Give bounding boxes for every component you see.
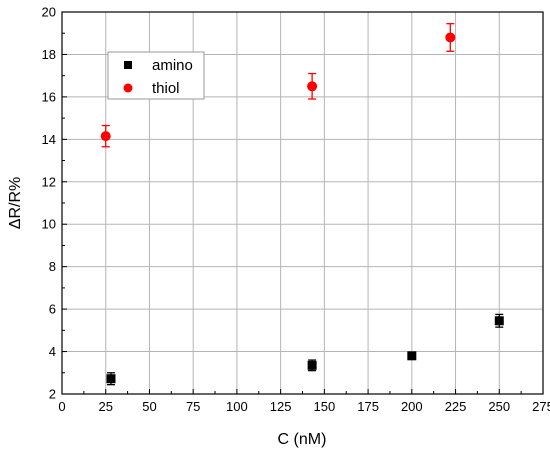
legend-marker-amino — [124, 61, 132, 69]
data-point-amino — [106, 374, 116, 384]
y-tick-label: 4 — [49, 344, 56, 359]
x-tick-label: 50 — [142, 399, 156, 414]
y-tick-label: 14 — [42, 132, 56, 147]
y-tick-label: 6 — [49, 302, 56, 317]
x-tick-label: 150 — [314, 399, 336, 414]
legend-label-thiol: thiol — [152, 80, 180, 97]
data-point-amino — [494, 316, 504, 326]
y-tick-label: 2 — [49, 387, 56, 402]
data-point-amino — [307, 360, 317, 370]
data-point-amino — [407, 351, 417, 361]
data-point-thiol — [445, 32, 456, 43]
y-tick-label: 20 — [42, 5, 56, 20]
legend-box — [107, 51, 205, 100]
y-tick-label: 10 — [42, 217, 56, 232]
axis-ticks — [61, 11, 544, 395]
y-tick-label: 12 — [42, 174, 56, 189]
x-tick-label: 275 — [532, 399, 550, 414]
x-tick-label: 225 — [445, 399, 467, 414]
y-tick-label: 16 — [42, 89, 56, 104]
y-axis-title: ΔR/R% — [7, 177, 24, 229]
grid — [62, 12, 543, 394]
data-point-thiol — [307, 81, 318, 92]
tick-labels: 0 25 50 75 100 125 150 175 200 225 250 275 2 4 6 8 10 12 1… — [42, 5, 550, 415]
legend-marker-thiol — [123, 83, 133, 93]
legend: amino thiol — [107, 51, 205, 100]
y-tick-label: 8 — [49, 259, 56, 274]
data-point-thiol — [100, 131, 111, 142]
x-tick-label: 250 — [488, 399, 510, 414]
x-tick-label: 0 — [58, 399, 65, 414]
legend-label-amino: amino — [152, 57, 193, 74]
y-tick-label: 18 — [42, 47, 56, 62]
x-tick-label: 200 — [401, 399, 423, 414]
x-tick-label: 100 — [226, 399, 248, 414]
x-tick-label: 75 — [186, 399, 200, 414]
data-marks — [100, 23, 504, 386]
x-tick-label: 125 — [270, 399, 292, 414]
x-tick-label: 25 — [98, 399, 112, 414]
x-axis-title: C (nM) — [278, 431, 327, 448]
x-tick-label: 175 — [357, 399, 379, 414]
